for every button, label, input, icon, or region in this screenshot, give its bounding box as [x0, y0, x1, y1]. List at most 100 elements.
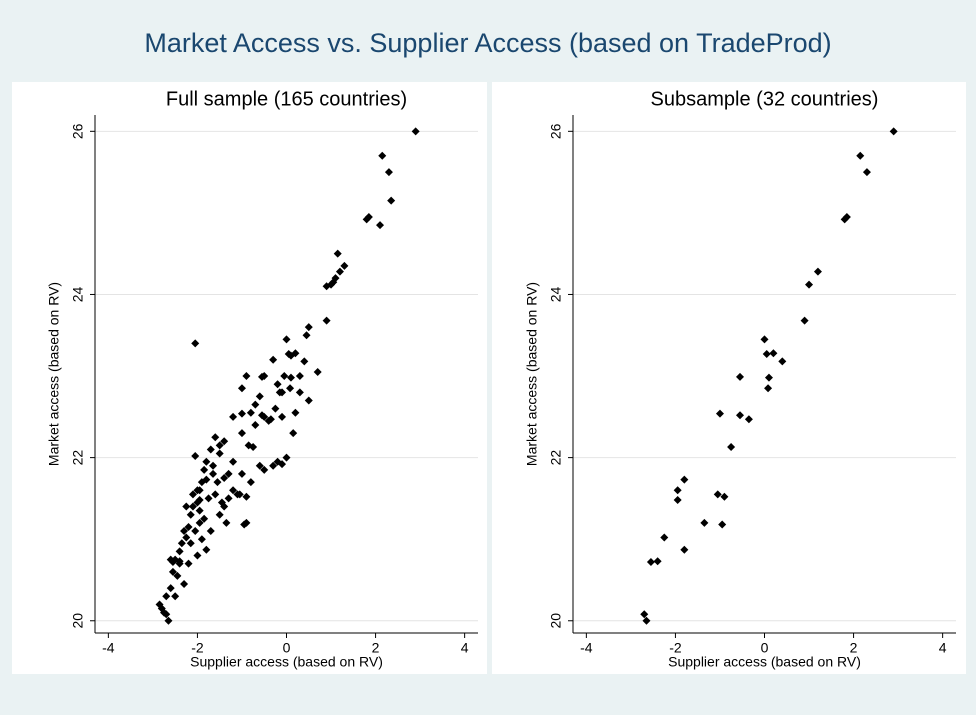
- point: [840, 215, 849, 224]
- point: [736, 411, 745, 420]
- point: [800, 316, 809, 325]
- point: [700, 518, 709, 527]
- point: [289, 429, 298, 438]
- point: [233, 490, 242, 499]
- point: [680, 475, 689, 484]
- point: [280, 372, 289, 381]
- point: [282, 453, 291, 462]
- x-tick-label: 4: [939, 640, 947, 656]
- point: [193, 498, 202, 507]
- y-tick-label: 20: [70, 613, 86, 629]
- point: [193, 551, 202, 560]
- point: [764, 384, 773, 393]
- point: [260, 412, 269, 421]
- x-tick-label: -4: [580, 640, 593, 656]
- point: [255, 461, 264, 470]
- point: [195, 518, 204, 527]
- point: [186, 510, 195, 519]
- point: [720, 492, 729, 501]
- point: [271, 404, 280, 413]
- point: [640, 610, 649, 619]
- x-tick-label: -2: [191, 640, 204, 656]
- point: [411, 127, 420, 136]
- point: [727, 443, 736, 452]
- point: [246, 408, 255, 417]
- point: [335, 267, 344, 276]
- point: [251, 400, 260, 409]
- point: [769, 349, 778, 358]
- point: [206, 527, 215, 536]
- point: [313, 367, 322, 376]
- point: [180, 527, 189, 536]
- point: [246, 478, 255, 487]
- x-tick-label: -2: [669, 640, 682, 656]
- point: [175, 559, 184, 568]
- point: [171, 592, 180, 601]
- point: [862, 168, 871, 177]
- point: [242, 372, 251, 381]
- point: [322, 282, 331, 291]
- point: [333, 249, 342, 258]
- figure-title: Market Access vs. Supplier Access (based…: [144, 28, 831, 58]
- y-tick-label: 26: [70, 123, 86, 139]
- point: [300, 357, 309, 366]
- y-tick-label: 22: [70, 450, 86, 466]
- point: [162, 592, 171, 601]
- point: [376, 221, 385, 230]
- point: [278, 412, 287, 421]
- point: [182, 502, 191, 511]
- point: [220, 437, 229, 446]
- x-tick-label: 0: [761, 640, 769, 656]
- point: [171, 555, 180, 564]
- point: [191, 527, 200, 536]
- point: [215, 441, 224, 450]
- plot-area: [573, 115, 956, 633]
- point: [282, 335, 291, 344]
- point: [642, 616, 651, 625]
- point: [673, 496, 682, 505]
- point: [653, 557, 662, 566]
- point: [182, 533, 191, 542]
- point: [237, 409, 246, 418]
- point: [206, 445, 215, 454]
- point: [255, 392, 264, 401]
- point: [304, 323, 313, 332]
- point: [286, 373, 295, 382]
- y-tick-label: 24: [548, 286, 564, 302]
- point: [286, 351, 295, 360]
- point: [200, 465, 209, 474]
- point: [242, 492, 251, 501]
- point: [304, 396, 313, 405]
- y-tick-label: 20: [548, 613, 564, 629]
- point: [191, 339, 200, 348]
- point: [202, 457, 211, 466]
- point: [164, 616, 173, 625]
- point: [660, 533, 669, 542]
- point: [155, 600, 164, 609]
- x-axis-label: Supplier access (based on RV): [190, 654, 383, 670]
- point: [273, 380, 282, 389]
- point: [213, 478, 222, 487]
- point: [215, 449, 224, 458]
- point: [715, 409, 724, 418]
- point: [778, 357, 787, 366]
- point: [186, 539, 195, 548]
- x-tick-label: -4: [102, 640, 115, 656]
- point: [160, 608, 169, 617]
- point: [200, 514, 209, 523]
- point: [384, 168, 393, 177]
- point: [278, 460, 287, 469]
- point: [237, 469, 246, 478]
- point: [184, 559, 193, 568]
- point: [229, 457, 238, 466]
- point: [188, 502, 197, 511]
- point: [673, 486, 682, 495]
- point: [286, 384, 295, 393]
- point: [362, 215, 371, 224]
- x-tick-label: 2: [372, 640, 380, 656]
- point: [197, 535, 206, 544]
- point: [813, 267, 822, 276]
- point: [244, 441, 253, 450]
- panel-title: Subsample (32 countries): [651, 88, 879, 110]
- point: [718, 520, 727, 529]
